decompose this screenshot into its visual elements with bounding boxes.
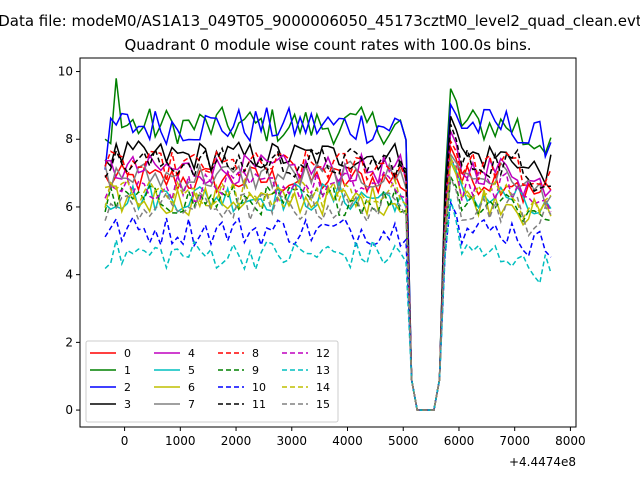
series-line-13 [104,198,552,411]
series-layer [104,78,552,411]
y-axis: 0 2 4 6 8 10 [58,65,80,417]
x-tick-label: 2000 [221,434,252,448]
x-tick-label: 5000 [388,434,419,448]
legend-label-2: 2 [124,381,131,394]
legend-label-12: 12 [316,347,330,360]
y-tick-label: 6 [65,200,73,214]
legend-label-1: 1 [124,364,131,377]
x-tick-label: 6000 [444,434,475,448]
legend-label-9: 9 [252,364,259,377]
legend-label-8: 8 [252,347,259,360]
x-tick-label: 3000 [277,434,308,448]
legend-label-14: 14 [316,381,330,394]
series-line-1 [104,78,552,411]
legend-label-13: 13 [316,364,330,377]
series-line-14 [104,155,552,411]
x-tick-label: 1000 [165,434,196,448]
legend-box [85,340,339,423]
legend-label-3: 3 [124,398,131,411]
series-line-2 [104,101,552,411]
legend-label-15: 15 [316,398,330,411]
legend-label-11: 11 [252,398,266,411]
plot-frame [79,57,577,428]
legend-label-0: 0 [124,347,131,360]
x-axis: 0 1000 2000 3000 4000 5000 6000 7000 8000 [121,427,586,448]
x-tick-label: 7000 [499,434,530,448]
y-tick-label: 0 [65,403,73,417]
y-tick-label: 10 [58,65,73,79]
series-line-3 [104,116,552,411]
legend-label-4: 4 [188,347,195,360]
series-line-8 [104,138,552,411]
figure-suptitle: Data file: modeM0/AS1A13_049T05_90000060… [0,12,640,31]
series-line-12 [104,157,552,411]
series-line-10 [104,200,552,411]
y-tick-label: 4 [65,268,73,282]
legend-label-5: 5 [188,364,195,377]
y-tick-label: 2 [65,335,73,349]
legend-label-10: 10 [252,381,266,394]
legend-label-6: 6 [188,381,195,394]
x-tick-label: 8000 [555,434,586,448]
x-tick-label: 4000 [332,434,363,448]
legend-label-7: 7 [188,398,195,411]
chart-title: Quadrant 0 module wise count rates with … [124,36,531,54]
x-offset-label: +4.4474e8 [509,455,576,469]
series-line-11 [104,124,551,411]
x-tick-label: 0 [121,434,129,448]
series-line-4 [105,130,552,411]
series-line-15 [104,175,552,411]
y-tick-label: 8 [65,132,73,146]
